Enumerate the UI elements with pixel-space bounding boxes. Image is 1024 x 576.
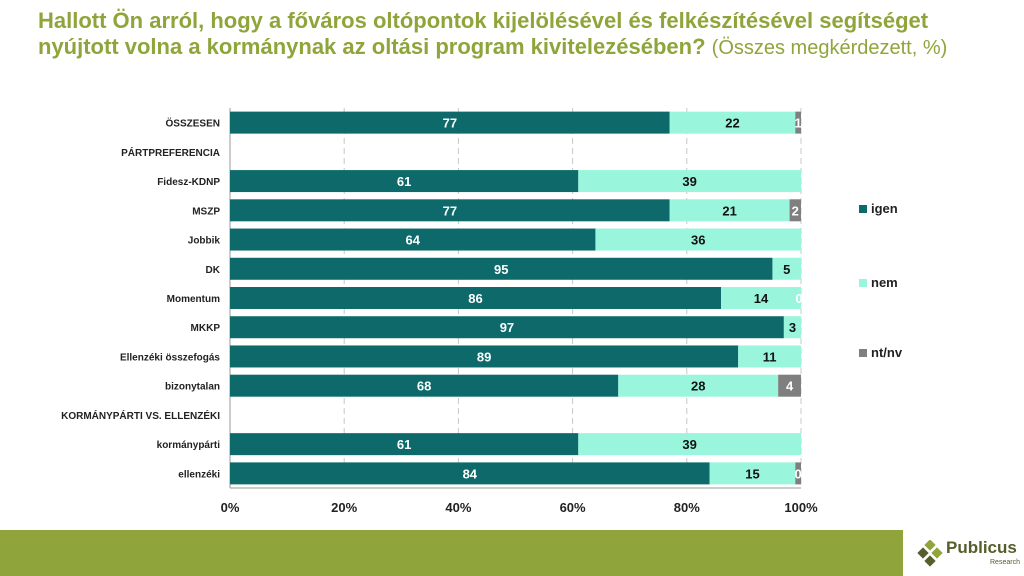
bar-nem: [783, 316, 801, 339]
category-label: MSZP: [192, 206, 220, 217]
category-label: bizonytalan: [165, 382, 220, 393]
x-tick-label: 80%: [674, 500, 700, 515]
bar-igen: [230, 316, 784, 339]
x-tick-label: 20%: [331, 500, 357, 515]
x-tick-label: 40%: [445, 500, 471, 515]
data-label: 61: [397, 437, 411, 452]
data-label: 5: [783, 262, 790, 277]
x-tick-label: 0%: [221, 500, 240, 515]
data-label: 1: [795, 116, 802, 131]
data-label: 89: [477, 349, 491, 364]
bar-igen: [230, 111, 670, 134]
legend-swatch: [859, 205, 867, 213]
data-label: 77: [443, 116, 457, 131]
data-label: 68: [417, 379, 431, 394]
bar-nem: [578, 170, 801, 193]
title-main: Hallott Ön arról, hogy a főváros oltópon…: [38, 8, 929, 59]
footer: [0, 530, 1024, 576]
x-tick-label: 60%: [560, 500, 586, 515]
data-label: 0: [795, 466, 802, 481]
data-label: 22: [725, 116, 739, 131]
bar-nt-nv: [795, 111, 801, 134]
x-tick-label: 100%: [784, 500, 818, 515]
data-label: 2: [792, 203, 799, 218]
data-label: 11: [763, 349, 777, 364]
bar-igen: [230, 199, 670, 222]
category-label: MKKP: [191, 323, 221, 334]
category-label: Momentum: [167, 294, 220, 305]
data-label: 61: [397, 174, 411, 189]
bar-nem: [669, 111, 796, 134]
data-label: 84: [463, 466, 478, 481]
logo-diamond-icon: [917, 540, 943, 567]
bar-igen: [230, 170, 579, 193]
data-label: 28: [691, 379, 705, 394]
category-label: Jobbik: [188, 236, 221, 247]
logo-text: Publicus: [946, 538, 1017, 557]
category-label: DK: [206, 265, 221, 276]
stacked-bar-chart: 0% 20% 40% 60% 80% 100%ÖSSZESEN 77 22 1PÁRTPREFE…: [61, 108, 903, 515]
data-label: 15: [745, 466, 759, 481]
bar-igen: [230, 374, 619, 397]
legend-label: igen: [871, 201, 898, 216]
category-label: Fidesz-KDNP: [157, 177, 220, 188]
bar-igen: [230, 433, 579, 456]
bar-igen: [230, 287, 722, 309]
bar-nem: [738, 345, 801, 368]
data-label: 36: [691, 233, 705, 248]
category-label: PÁRTPREFERENCIA: [121, 146, 220, 159]
data-label: 77: [443, 203, 457, 218]
bar-nem: [772, 257, 801, 280]
bar-nem: [595, 228, 801, 251]
bar-igen: [230, 228, 596, 251]
bar-igen: [230, 257, 773, 280]
data-label: 4: [786, 379, 794, 394]
bar-nem: [721, 287, 801, 309]
category-label: Ellenzéki összefogás: [120, 352, 220, 363]
data-label: 0: [795, 291, 802, 306]
category-label: ellenzéki: [178, 469, 220, 480]
data-label: 39: [682, 174, 696, 189]
data-label: 14: [754, 291, 769, 306]
category-label: kormánypárti: [157, 440, 221, 451]
bar-nem: [669, 199, 790, 222]
bar-nem: [709, 462, 796, 485]
bar-nem: [578, 433, 801, 456]
logo-subtext: Research: [990, 559, 1020, 566]
category-label: KORMÁNYPÁRTI VS. ELLENZÉKI: [61, 409, 220, 422]
data-label: 3: [789, 320, 796, 335]
data-label: 39: [682, 437, 696, 452]
bar-nem: [618, 374, 779, 397]
legend-label: nem: [871, 275, 898, 290]
chart-title: Hallott Ön arról, hogy a főváros oltópon…: [38, 8, 998, 61]
data-label: 86: [468, 291, 482, 306]
legend-swatch: [859, 349, 867, 357]
title-sub: (Összes megkérdezett, %): [711, 37, 948, 59]
footer-bar: [0, 530, 903, 576]
legend-label: nt/nv: [871, 345, 903, 360]
bar-nt-nv: [795, 462, 801, 485]
bar-igen: [230, 462, 710, 485]
data-label: 21: [722, 203, 736, 218]
bar-igen: [230, 345, 739, 368]
data-label: 95: [494, 262, 508, 277]
category-label: ÖSSZESEN: [166, 117, 220, 130]
data-label: 64: [405, 233, 420, 248]
data-label: 97: [500, 320, 514, 335]
legend-swatch: [859, 279, 867, 287]
bar-nt-nv: [778, 374, 801, 397]
publicus-logo: Publicus Research: [916, 536, 1024, 572]
bar-nt-nv: [789, 199, 801, 222]
